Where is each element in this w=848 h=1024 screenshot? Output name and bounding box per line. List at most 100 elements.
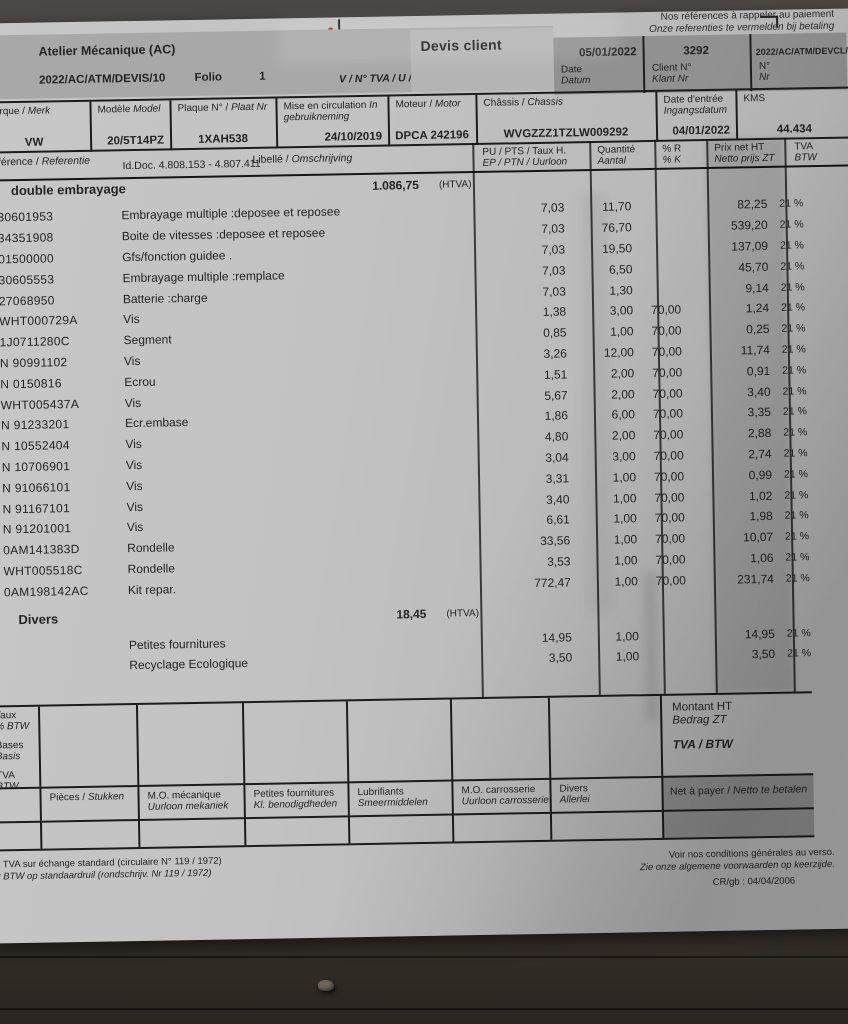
vat-rate: 21 %	[784, 509, 809, 523]
discount-column-header: % R% K	[662, 143, 682, 166]
net-price: 137,09	[731, 238, 769, 254]
total-ht-label: Montant HT	[671, 700, 733, 714]
totals-summary-table: Taux% BTW Bases Basis TVA BTW Montant HT B…	[0, 691, 815, 852]
date-label-fr: Date	[560, 64, 583, 76]
summary-empty-cell	[241, 701, 348, 784]
net-price: 2,74	[748, 446, 772, 462]
part-description: Embrayage multiple :deposee et reposee	[121, 204, 341, 223]
summary-empty-cell	[547, 695, 662, 778]
vat-rate: 21 %	[779, 197, 804, 211]
parts-column-header: Pièces / Stukken	[39, 785, 138, 821]
part-description: Vis	[125, 457, 143, 473]
unit-price: 6,61	[546, 512, 570, 528]
part-description: Gfs/fonction guidee .	[122, 248, 233, 265]
invoice-paper: Nos références à rappeler au paiement On…	[0, 8, 848, 944]
unit-price: 3,53	[547, 554, 571, 569]
discount-percent: 70,00	[654, 531, 686, 547]
vat-rate: 21 %	[779, 218, 804, 231]
part-description: Recyclage Ecologique	[129, 656, 249, 673]
quote-label-fr: N°	[758, 60, 771, 73]
vat-rate: 21 %	[781, 301, 806, 315]
vat-rate: 21 %	[782, 384, 807, 398]
chassis-label: Châssis / Chassis	[483, 96, 564, 109]
quantity: 1,00	[614, 553, 638, 568]
lubricants-total-cell	[347, 813, 453, 844]
date-label: Date Datum	[560, 64, 591, 87]
discount-percent	[632, 227, 680, 228]
summary-empty-cell	[345, 699, 452, 782]
quantity: 19,50	[601, 241, 633, 256]
net-price: 539,20	[730, 218, 768, 233]
net-price: 14,95	[744, 626, 775, 641]
discount-percent: 70,00	[653, 469, 685, 484]
small-supplies-header: Petites fournitures Kl. benodigdheden	[243, 781, 348, 818]
discount-percent: 70,00	[654, 510, 685, 526]
unit-price: 7,03	[541, 263, 566, 278]
total-vat-label: TVA / BTW	[672, 736, 733, 752]
quantity: 12,00	[603, 345, 634, 360]
quantity: 1,00	[615, 649, 640, 664]
client-number-label: Client N° Klant Nr	[652, 62, 692, 85]
vat-rate: 21 %	[783, 447, 808, 460]
vat-rate: 21 %	[785, 551, 810, 564]
unit-price: 3,50	[548, 650, 573, 666]
part-description: Petites fournitures	[128, 635, 226, 652]
folio-value: 1	[259, 70, 266, 83]
vehicle-model-cell: Modèle Model 20/5T14PZ	[89, 100, 171, 152]
vehicle-plate-cell: Plaque N° / Plaat Nr 1XAH538	[169, 98, 277, 151]
quantity: 1,00	[610, 324, 634, 339]
document-title: Devis client	[420, 36, 503, 54]
unit-price: 7,03	[541, 242, 566, 257]
registration-value: 24/10/2019	[324, 130, 383, 144]
unit-price: 5,67	[544, 388, 568, 403]
general-conditions-note: Voir nos conditions générales au verso. …	[640, 847, 835, 873]
vat-rate: 21 %	[779, 239, 805, 252]
discount-percent: 70,00	[651, 344, 682, 359]
unit-price: 7,03	[542, 284, 566, 299]
total-amount-cell: Montant HT Bedrag ZT TVA / BTW	[659, 693, 814, 776]
unit-price: 14,95	[541, 629, 572, 645]
net-price: 1,24	[745, 301, 770, 316]
unit-price: 3,04	[545, 450, 569, 465]
part-description: Segment	[123, 332, 172, 348]
tax-labels-column: Taux% BTW Bases Basis TVA BTW	[0, 707, 39, 792]
vat-rate: 21 %	[787, 647, 812, 660]
company-name: Atelier Mécanique (AC)	[38, 42, 176, 59]
summary-empty-cell	[135, 703, 244, 786]
clutch-item-rows: 30601953 Embrayage multiple :deposee et …	[0, 192, 848, 602]
model-label: Modèle Model	[97, 103, 161, 116]
discount-percent: 70,00	[654, 489, 685, 505]
part-description: Vis	[125, 437, 142, 452]
unit-price: 33,56	[540, 533, 571, 549]
part-description: Vis	[123, 312, 140, 327]
net-price: 231,74	[737, 571, 774, 587]
discount-percent: 70,00	[652, 386, 683, 401]
vat-rate: 21 %	[781, 343, 806, 356]
quote-number-cell: 2022/AC/ATM/DEVCL/25 N° Nr	[749, 32, 848, 92]
part-reference: 0AM141383D	[3, 542, 80, 558]
mechanical-labor-total-cell	[137, 817, 245, 848]
unit-price: 4,80	[544, 429, 569, 445]
unit-price: 1,51	[543, 367, 568, 382]
summary-empty-cell	[449, 697, 550, 780]
section-title: Divers	[18, 611, 59, 628]
client-label-nl: Klant Nr	[652, 72, 689, 85]
discount-percent: 70,00	[650, 302, 682, 318]
part-reference: 1J0711280C	[0, 334, 70, 350]
vat-exchange-footnotes: * TVA sur échange standard (circulaire N…	[0, 856, 222, 884]
part-reference: N 91066101	[2, 479, 71, 496]
section-amount: 1.086,75	[372, 178, 420, 193]
desk-plank-line	[0, 1008, 848, 1010]
unit-price-column-header: PU / PTS / Taux H. EP / PTN / Uurloon	[482, 145, 568, 169]
net-price: 45,70	[738, 259, 769, 275]
brand-value: VW	[24, 136, 44, 149]
discount-percent	[639, 656, 687, 657]
part-reference	[0, 645, 129, 647]
date-value: 05/01/2022	[578, 46, 637, 60]
part-reference: WHT000729A	[0, 313, 78, 329]
document-reference: 2022/AC/ATM/DEVIS/10	[38, 72, 166, 87]
section-amount: 18,45	[396, 607, 427, 622]
vehicle-entry-date-cell: Date d'entrée Ingangsdatum 04/01/2022	[655, 90, 737, 142]
section-title: double embrayage	[10, 181, 126, 199]
net-price: 9,14	[745, 280, 769, 295]
